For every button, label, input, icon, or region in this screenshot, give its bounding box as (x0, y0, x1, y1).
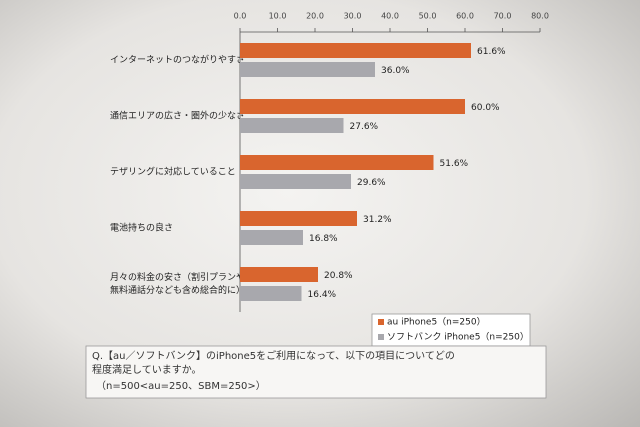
value-label: 61.6% (477, 47, 506, 57)
x-tick-label: 20.0 (306, 12, 324, 21)
bar (240, 118, 344, 133)
bar (240, 62, 375, 77)
bar (240, 174, 351, 189)
value-label: 36.0% (381, 66, 410, 76)
category-label: インターネットのつながりやすさ (110, 54, 245, 66)
x-tick-label: 70.0 (494, 12, 512, 21)
legend-box (371, 313, 531, 347)
question-box (85, 345, 547, 399)
bar (240, 230, 303, 245)
x-tick-label: 50.0 (419, 12, 437, 21)
value-label: 16.4% (308, 290, 337, 300)
bar (240, 99, 465, 114)
legend-swatch (378, 334, 384, 340)
bar (240, 211, 357, 226)
category-label: テザリングに対応していること (110, 166, 236, 178)
value-label: 51.6% (440, 159, 469, 169)
value-label: 60.0% (471, 103, 500, 113)
bar (240, 43, 471, 58)
x-tick-label: 30.0 (344, 12, 362, 21)
value-label: 16.8% (309, 234, 338, 244)
x-tick-label: 0.0 (234, 12, 247, 21)
bar (240, 155, 434, 170)
x-tick-label: 60.0 (456, 12, 474, 21)
x-tick-label: 10.0 (269, 12, 287, 21)
legend-label: au iPhone5（n=250） (387, 317, 486, 328)
value-label: 27.6% (350, 122, 379, 132)
question: Q.【au／ソフトバンク】のiPhone5をご利用になって、以下の項目についてど… (92, 349, 455, 362)
x-tick-label: 40.0 (381, 12, 399, 21)
legend-label: ソフトバンク iPhone5（n=250） (387, 332, 529, 343)
category-label: 電池持ちの良さ (110, 222, 173, 234)
bar (240, 267, 318, 282)
value-label: 31.2% (363, 215, 392, 225)
sample-note: （n=500<au=250、SBM=250>） (96, 380, 266, 392)
category-label: 月々の料金の安さ（割引プランや (110, 271, 245, 283)
category-label: 無料通話分なども含め総合的に） (110, 284, 245, 296)
legend-swatch (378, 319, 384, 325)
value-label: 29.6% (357, 178, 386, 188)
category-label: 通信エリアの広さ・圏外の少なさ (110, 110, 245, 122)
value-label: 20.8% (324, 271, 353, 281)
x-tick-label: 80.0 (531, 12, 549, 21)
question: 程度満足していますか。 (92, 363, 202, 376)
bar (240, 286, 302, 301)
